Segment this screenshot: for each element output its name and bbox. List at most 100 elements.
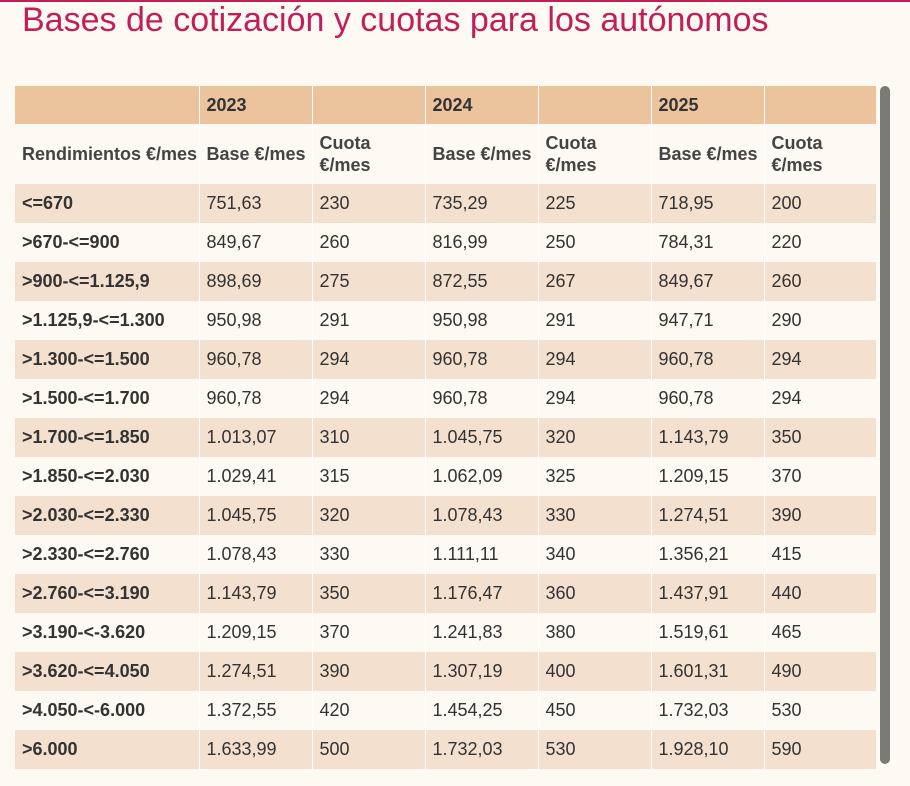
base-value-cell: 1.209,15 bbox=[651, 457, 765, 496]
base-value-cell: 872,55 bbox=[425, 262, 539, 301]
income-range-cell: >1.300-<=1.500 bbox=[15, 340, 200, 379]
base-value-cell: 784,31 bbox=[651, 223, 765, 262]
quota-value-cell: 260 bbox=[312, 223, 426, 262]
column-header-cuota: Cuota €/mes bbox=[764, 124, 876, 184]
quota-value-cell: 310 bbox=[312, 418, 426, 457]
income-range-cell: >3.190-<-3.620 bbox=[15, 613, 200, 652]
base-value-cell: 950,98 bbox=[199, 301, 313, 340]
income-range-cell: <=670 bbox=[15, 184, 200, 223]
quota-value-cell: 490 bbox=[764, 652, 876, 691]
quota-value-cell: 294 bbox=[312, 379, 426, 418]
base-value-cell: 751,63 bbox=[199, 184, 313, 223]
base-value-cell: 1.143,79 bbox=[199, 574, 313, 613]
vertical-scrollbar[interactable] bbox=[880, 86, 890, 764]
base-value-cell: 1.454,25 bbox=[425, 691, 539, 730]
year-header-cell bbox=[312, 86, 426, 124]
base-value-cell: 1.062,09 bbox=[425, 457, 539, 496]
base-value-cell: 1.045,75 bbox=[425, 418, 539, 457]
table-row: >900-<=1.125,9 898,69 275 872,55 267 849,67 26… bbox=[15, 262, 876, 301]
income-range-cell: >1.500-<=1.700 bbox=[15, 379, 200, 418]
quota-value-cell: 275 bbox=[312, 262, 426, 301]
quotas-table-container[interactable]: 2023 2024 2025 Rendimientos €/mes Base €… bbox=[15, 86, 876, 769]
table-body: <=670 751,63 230 735,29 225 718,95 200 >670-<=9… bbox=[15, 184, 876, 769]
quota-value-cell: 530 bbox=[538, 730, 652, 769]
quota-value-cell: 370 bbox=[312, 613, 426, 652]
quota-value-cell: 450 bbox=[538, 691, 652, 730]
base-value-cell: 1.176,47 bbox=[425, 574, 539, 613]
quota-value-cell: 380 bbox=[538, 613, 652, 652]
year-header-2025: 2025 bbox=[651, 86, 765, 124]
table-row: >2.330-<=2.760 1.078,43 330 1.111,11 340 1.35… bbox=[15, 535, 876, 574]
income-range-cell: >1.700-<=1.850 bbox=[15, 418, 200, 457]
base-value-cell: 1.519,61 bbox=[651, 613, 765, 652]
column-header-rendimientos: Rendimientos €/mes bbox=[15, 124, 200, 184]
base-value-cell: 1.928,10 bbox=[651, 730, 765, 769]
base-value-cell: 1.078,43 bbox=[199, 535, 313, 574]
base-value-cell: 1.356,21 bbox=[651, 535, 765, 574]
base-value-cell: 1.143,79 bbox=[651, 418, 765, 457]
table-row: >3.620-<=4.050 1.274,51 390 1.307,19 400 1.60… bbox=[15, 652, 876, 691]
quota-value-cell: 370 bbox=[764, 457, 876, 496]
base-value-cell: 960,78 bbox=[425, 379, 539, 418]
table-head: 2023 2024 2025 Rendimientos €/mes Base €… bbox=[15, 86, 876, 184]
quota-value-cell: 350 bbox=[764, 418, 876, 457]
quota-value-cell: 294 bbox=[764, 340, 876, 379]
income-range-cell: >2.030-<=2.330 bbox=[15, 496, 200, 535]
base-value-cell: 735,29 bbox=[425, 184, 539, 223]
base-value-cell: 1.274,51 bbox=[651, 496, 765, 535]
base-value-cell: 849,67 bbox=[651, 262, 765, 301]
base-value-cell: 1.732,03 bbox=[651, 691, 765, 730]
column-header-base: Base €/mes bbox=[425, 124, 539, 184]
base-value-cell: 1.045,75 bbox=[199, 496, 313, 535]
year-header-cell bbox=[538, 86, 652, 124]
base-value-cell: 947,71 bbox=[651, 301, 765, 340]
base-value-cell: 1.241,83 bbox=[425, 613, 539, 652]
income-range-cell: >3.620-<=4.050 bbox=[15, 652, 200, 691]
table-row: >1.700-<=1.850 1.013,07 310 1.045,75 320 1.14… bbox=[15, 418, 876, 457]
table-row: >1.850-<=2.030 1.029,41 315 1.062,09 325 1.20… bbox=[15, 457, 876, 496]
base-value-cell: 816,99 bbox=[425, 223, 539, 262]
column-header-base: Base €/mes bbox=[651, 124, 765, 184]
table-row: >6.000 1.633,99 500 1.732,03 530 1.928,10 590 bbox=[15, 730, 876, 769]
quota-value-cell: 340 bbox=[538, 535, 652, 574]
base-value-cell: 1.078,43 bbox=[425, 496, 539, 535]
base-value-cell: 1.732,03 bbox=[425, 730, 539, 769]
base-value-cell: 1.209,15 bbox=[199, 613, 313, 652]
quota-value-cell: 290 bbox=[764, 301, 876, 340]
year-header-cell bbox=[764, 86, 876, 124]
quota-value-cell: 294 bbox=[538, 379, 652, 418]
quota-value-cell: 267 bbox=[538, 262, 652, 301]
quota-value-cell: 291 bbox=[312, 301, 426, 340]
income-range-cell: >670-<=900 bbox=[15, 223, 200, 262]
top-rule bbox=[0, 0, 910, 2]
income-range-cell: >1.125,9-<=1.300 bbox=[15, 301, 200, 340]
quotas-table: 2023 2024 2025 Rendimientos €/mes Base €… bbox=[15, 86, 876, 769]
quota-value-cell: 320 bbox=[538, 418, 652, 457]
quota-value-cell: 400 bbox=[538, 652, 652, 691]
year-header-cell bbox=[15, 86, 200, 124]
quota-value-cell: 390 bbox=[764, 496, 876, 535]
quota-value-cell: 415 bbox=[764, 535, 876, 574]
income-range-cell: >2.330-<=2.760 bbox=[15, 535, 200, 574]
base-value-cell: 960,78 bbox=[199, 340, 313, 379]
quota-value-cell: 220 bbox=[764, 223, 876, 262]
table-row: >3.190-<-3.620 1.209,15 370 1.241,83 380 1.51… bbox=[15, 613, 876, 652]
quota-value-cell: 291 bbox=[538, 301, 652, 340]
base-value-cell: 1.013,07 bbox=[199, 418, 313, 457]
quota-value-cell: 250 bbox=[538, 223, 652, 262]
table-row: >4.050-<-6.000 1.372,55 420 1.454,25 450 1.73… bbox=[15, 691, 876, 730]
base-value-cell: 849,67 bbox=[199, 223, 313, 262]
table-row: >1.125,9-<=1.300 950,98 291 950,98 291 947,71… bbox=[15, 301, 876, 340]
quota-value-cell: 225 bbox=[538, 184, 652, 223]
base-value-cell: 1.111,11 bbox=[425, 535, 539, 574]
quota-value-cell: 350 bbox=[312, 574, 426, 613]
quota-value-cell: 390 bbox=[312, 652, 426, 691]
quota-value-cell: 590 bbox=[764, 730, 876, 769]
quota-value-cell: 260 bbox=[764, 262, 876, 301]
quota-value-cell: 465 bbox=[764, 613, 876, 652]
base-value-cell: 1.437,91 bbox=[651, 574, 765, 613]
quota-value-cell: 530 bbox=[764, 691, 876, 730]
quota-value-cell: 294 bbox=[312, 340, 426, 379]
income-range-cell: >4.050-<-6.000 bbox=[15, 691, 200, 730]
table-row: >1.500-<=1.700 960,78 294 960,78 294 960,78 29… bbox=[15, 379, 876, 418]
